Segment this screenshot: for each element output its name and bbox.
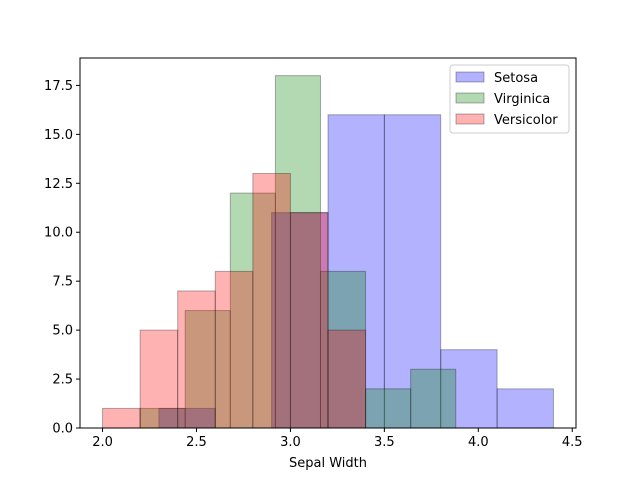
bar-setosa-2 — [327, 114, 385, 429]
series-virginica — [139, 75, 457, 429]
y-tick-label: 10.0 — [44, 226, 73, 241]
legend-label: Setosa — [494, 71, 538, 86]
x-tick-label: 2.5 — [186, 435, 207, 450]
y-tick-label: 12.5 — [44, 177, 73, 192]
legend-item-virginica: Virginica — [455, 92, 550, 107]
bar-virginica-1 — [184, 310, 231, 429]
y-tick-label: 5.0 — [52, 324, 73, 339]
legend-label: Versicolor — [494, 113, 558, 128]
series-setosa — [158, 114, 554, 429]
bar-virginica-3 — [274, 75, 321, 429]
bar-virginica-5 — [365, 388, 412, 429]
bar-versicolor-6 — [327, 329, 367, 429]
legend-swatch — [455, 71, 485, 83]
series-versicolor — [102, 173, 367, 429]
legend-item-versicolor: Versicolor — [455, 113, 558, 128]
bar-versicolor-0 — [102, 407, 141, 429]
y-tick-label: 0.0 — [52, 422, 73, 437]
y-tick-label: 15.0 — [44, 128, 73, 143]
bar-virginica-2 — [229, 192, 276, 429]
x-tick-label: 4.0 — [468, 435, 489, 450]
bar-setosa-1 — [271, 212, 329, 429]
y-axis-ticks: 0.0 2.5 5.0 7.5 10.0 12.5 15.0 17.5 — [44, 79, 80, 437]
bar-setosa-3 — [383, 114, 442, 429]
x-tick-label: 3.5 — [374, 435, 395, 450]
bars-layer — [102, 75, 554, 429]
legend-box — [449, 64, 570, 134]
legend-label: Virginica — [494, 92, 550, 107]
bar-versicolor-3 — [214, 270, 254, 429]
x-axis-label: Sepal Width — [289, 456, 367, 471]
axes-frame — [79, 57, 577, 429]
bar-versicolor-4 — [252, 173, 291, 429]
legend: Setosa Virginica Versicolor — [449, 64, 570, 134]
legend-swatch — [455, 92, 485, 104]
bar-versicolor-1 — [139, 329, 179, 429]
x-axis-ticks: 2.0 2.5 3.0 3.5 4.0 4.5 — [92, 428, 583, 450]
legend-item-setosa: Setosa — [455, 71, 538, 86]
legend-swatch — [455, 113, 485, 125]
bar-versicolor-2 — [177, 290, 216, 429]
y-tick-label: 2.5 — [52, 373, 73, 388]
x-tick-label: 2.0 — [92, 435, 113, 450]
y-tick-label: 17.5 — [44, 79, 73, 94]
bar-setosa-5 — [496, 388, 554, 429]
bar-versicolor-5 — [289, 212, 329, 429]
x-tick-label: 4.5 — [562, 435, 583, 450]
y-tick-label: 7.5 — [52, 275, 73, 290]
x-tick-label: 3.0 — [280, 435, 301, 450]
bar-virginica-6 — [410, 368, 457, 429]
